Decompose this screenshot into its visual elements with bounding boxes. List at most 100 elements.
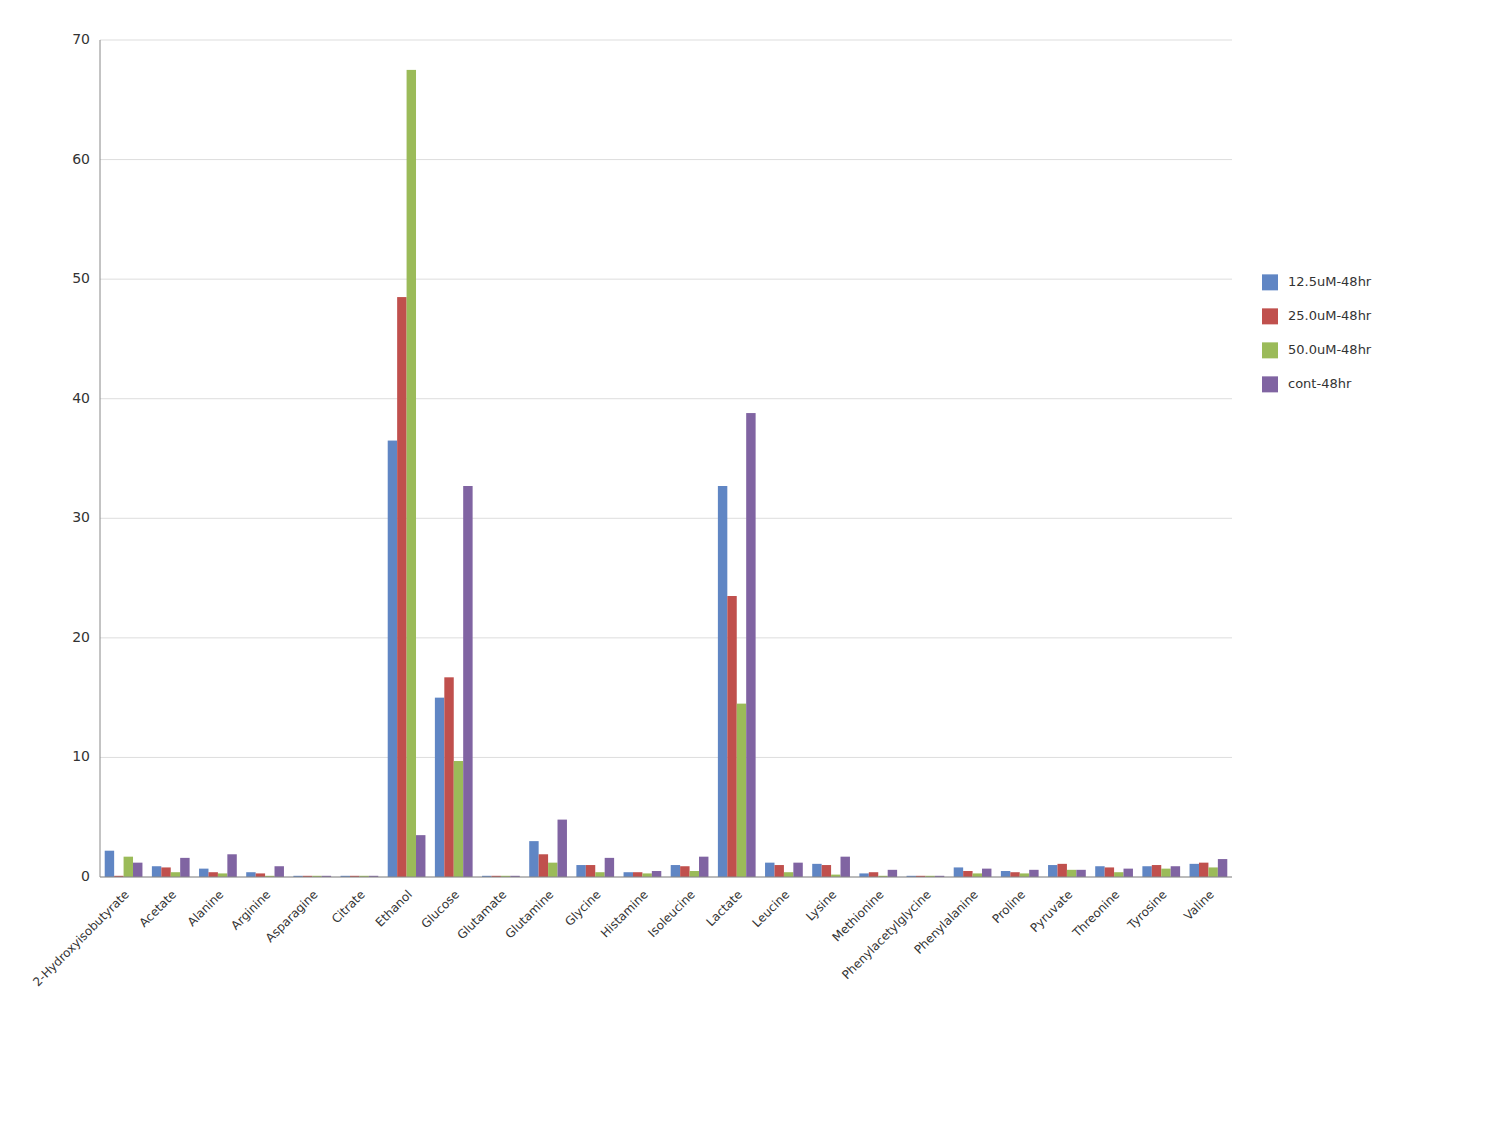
- y-tick-label: 0: [81, 868, 90, 884]
- x-tick-label: Lysine: [803, 887, 839, 923]
- bars: [105, 70, 1228, 877]
- bar: [152, 866, 161, 877]
- x-tick-label: Glycine: [562, 887, 603, 928]
- grid-line: [100, 159, 1232, 160]
- bar: [558, 820, 567, 877]
- bar: [124, 857, 133, 877]
- bar: [718, 486, 727, 877]
- bar: [548, 863, 557, 877]
- bar: [982, 869, 991, 877]
- legend-swatch: [1262, 308, 1278, 324]
- bar: [690, 871, 699, 877]
- y-tick-label: 20: [72, 629, 90, 645]
- series: [105, 441, 1199, 877]
- bar: [463, 486, 472, 877]
- x-tick-label: Threonine: [1069, 887, 1122, 940]
- x-tick-label: Arginine: [228, 887, 273, 932]
- x-tick-label: Citrate: [329, 887, 368, 926]
- x-tick-label: Glucose: [418, 887, 462, 931]
- bar: [973, 873, 982, 877]
- chart: 0102030405060702-HydroxyisobutyrateAceta…: [0, 0, 1502, 1127]
- y-tick-label: 50: [72, 270, 90, 286]
- bar: [737, 704, 746, 877]
- bar: [595, 872, 604, 877]
- grid-line: [100, 398, 1232, 399]
- grid-line: [100, 279, 1232, 280]
- x-tick-label: Histamine: [598, 887, 651, 940]
- x-tick-label: Leucine: [750, 887, 793, 930]
- bar: [1067, 870, 1076, 877]
- bar: [180, 858, 189, 877]
- bar: [576, 865, 585, 877]
- bar: [208, 872, 217, 877]
- bar: [699, 857, 708, 877]
- bar: [256, 873, 265, 877]
- bar: [1161, 869, 1170, 877]
- bar: [199, 869, 208, 877]
- bar: [1124, 869, 1133, 877]
- bar: [1029, 870, 1038, 877]
- bar: [652, 871, 661, 877]
- bar: [1142, 866, 1151, 877]
- bar: [227, 854, 236, 877]
- x-tick-label: Glutamine: [502, 887, 556, 941]
- bar: [1152, 865, 1161, 877]
- bar: [1199, 863, 1208, 877]
- bar: [793, 863, 802, 877]
- bar: [1010, 872, 1019, 877]
- bar: [407, 70, 416, 877]
- bar: [841, 857, 850, 877]
- legend-label: 50.0uM-48hr: [1288, 342, 1372, 357]
- x-tick-label: Phenylalanine: [911, 887, 980, 956]
- bar: [1095, 866, 1104, 877]
- y-ticks: 010203040506070: [72, 31, 90, 884]
- legend-label: 12.5uM-48hr: [1288, 274, 1372, 289]
- bar: [859, 873, 868, 877]
- bar: [246, 872, 255, 877]
- y-tick-label: 40: [72, 390, 90, 406]
- series: [114, 297, 1208, 877]
- grid-line: [100, 877, 1232, 878]
- bar: [454, 761, 463, 877]
- bar: [1171, 866, 1180, 877]
- legend-swatch: [1262, 376, 1278, 392]
- bar: [1048, 865, 1057, 877]
- legend: 12.5uM-48hr 25.0uM-48hr 50.0uM-48hr cont-48…: [1262, 274, 1372, 393]
- bar: [822, 865, 831, 877]
- bar: [1218, 859, 1227, 877]
- x-tick-label: Ethanol: [373, 887, 415, 929]
- bar: [671, 865, 680, 877]
- x-tick-label: 2-Hydroxyisobutyrate: [30, 887, 132, 989]
- series: [124, 70, 1218, 877]
- bar: [105, 851, 114, 877]
- x-tick-label: Lactate: [704, 887, 746, 929]
- bar: [161, 867, 170, 877]
- bar: [605, 858, 614, 877]
- bar: [888, 870, 897, 877]
- bar: [869, 872, 878, 877]
- legend-label: cont-48hr: [1288, 376, 1352, 391]
- x-ticks: 2-HydroxyisobutyrateAcetateAlanineArgini…: [30, 887, 1217, 989]
- bar: [963, 871, 972, 877]
- x-tick-label: Valine: [1181, 887, 1217, 923]
- bar: [1076, 870, 1085, 877]
- bar: [624, 872, 633, 877]
- bar: [444, 677, 453, 877]
- x-tick-label: Phenylacetylglycine: [839, 887, 934, 982]
- x-tick-label: Acetate: [137, 887, 180, 930]
- bar: [388, 441, 397, 877]
- grid-line: [100, 40, 1232, 41]
- bar: [1208, 867, 1217, 877]
- y-tick-label: 60: [72, 151, 90, 167]
- bar: [633, 872, 642, 877]
- bar: [774, 865, 783, 877]
- x-axis: [100, 877, 1232, 878]
- x-tick-label: Alanine: [185, 887, 227, 929]
- legend-label: 25.0uM-48hr: [1288, 308, 1372, 323]
- grid-line: [100, 637, 1232, 638]
- x-tick-label: Pyruvate: [1028, 887, 1076, 935]
- y-axis: [100, 40, 101, 877]
- bar: [1105, 867, 1114, 877]
- y-tick-label: 30: [72, 509, 90, 525]
- y-tick-label: 70: [72, 31, 90, 47]
